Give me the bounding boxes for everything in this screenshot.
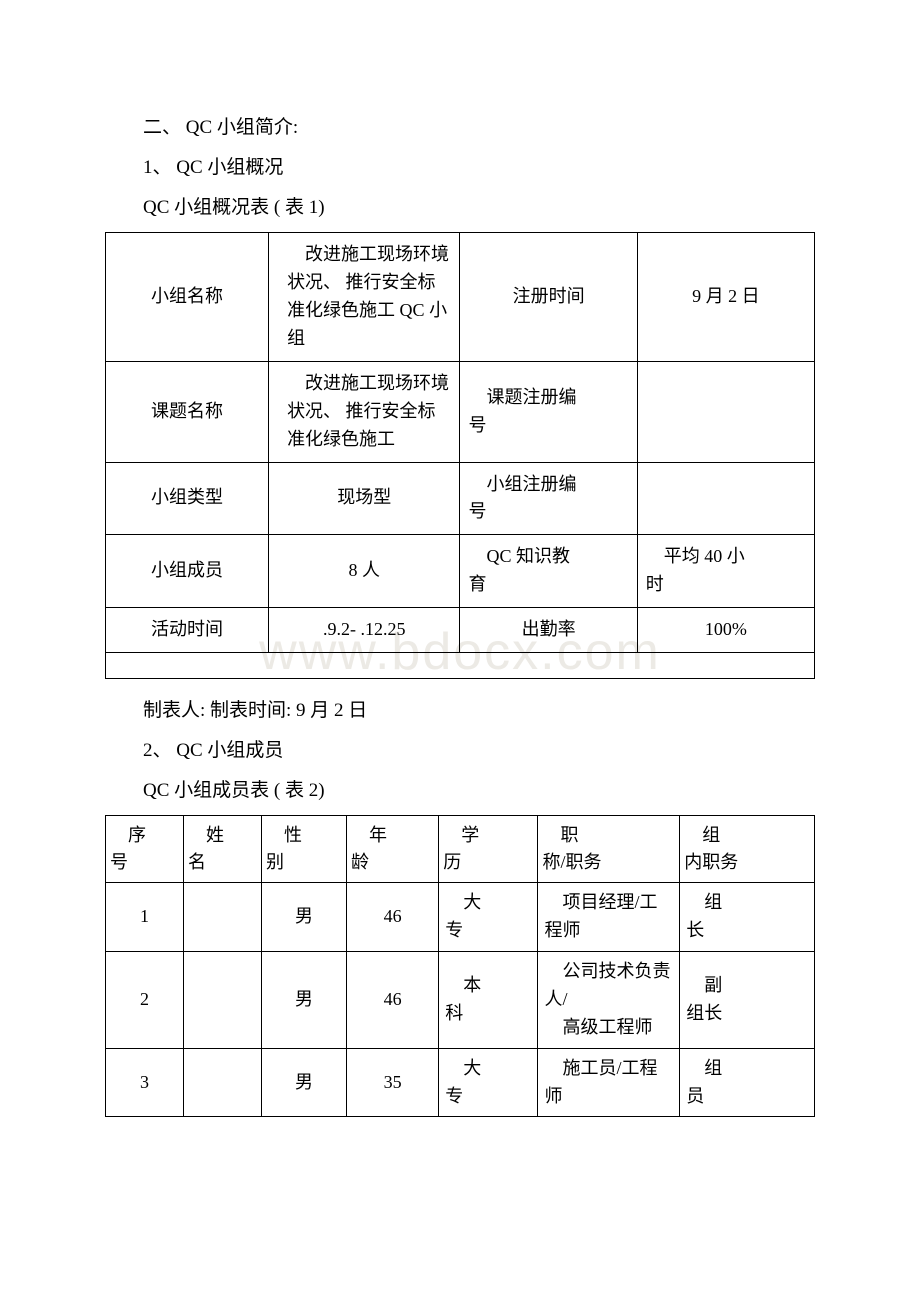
cell-seq: 1 <box>106 883 184 952</box>
cell-name <box>183 952 261 1049</box>
table1-footer: 制表人: 制表时间: 9 月 2 日 <box>105 693 815 729</box>
table2-caption: QC 小组成员表 ( 表 2) <box>105 773 815 809</box>
cell-sex: 男 <box>261 883 346 952</box>
page-content: 二、 QC 小组简介: 1、 QC 小组概况 QC 小组概况表 ( 表 1) 小… <box>105 110 815 1117</box>
table-row: 3 男 35 大专 施工员/工程师 组员 <box>106 1048 815 1117</box>
subsection-1-heading: 1、 QC 小组概况 <box>105 150 815 186</box>
table-row: 活动时间 .9.2- .12.25 出勤率 100% <box>106 608 815 653</box>
cell-title: 项目经理/工程师 <box>538 883 680 952</box>
cell-attendance-label: 出勤率 <box>460 608 637 653</box>
table-row: 小组成员 8 人 QC 知识教育 平均 40 小时 <box>106 535 815 608</box>
cell-name <box>183 1048 261 1117</box>
cell-qc-edu-value: 平均 40 小时 <box>637 535 814 608</box>
cell-qc-edu-label: QC 知识教育 <box>460 535 637 608</box>
cell-topic-regno-value <box>637 361 814 462</box>
col-age: 年龄 <box>347 816 439 883</box>
cell-topic-name-value: 改进施工现场环境状况、 推行安全标准化绿色施工 <box>269 361 460 462</box>
section-2-heading: 二、 QC 小组简介: <box>105 110 815 146</box>
col-seq: 序号 <box>106 816 184 883</box>
cell-sex: 男 <box>261 952 346 1049</box>
cell-name <box>183 883 261 952</box>
cell-topic-name-label: 课题名称 <box>106 361 269 462</box>
cell-reg-time-value: 9 月 2 日 <box>637 233 814 362</box>
cell-group-type-label: 小组类型 <box>106 462 269 535</box>
cell-group-type-value: 现场型 <box>269 462 460 535</box>
table-header-row: 序号 姓名 性别 年龄 学历 职称/职务 组内职务 <box>106 816 815 883</box>
table-row: 2 男 46 本科 公司技术负责人/ 高级工程师 副组长 <box>106 952 815 1049</box>
cell-members-label: 小组成员 <box>106 535 269 608</box>
cell-edu: 大专 <box>439 883 538 952</box>
cell-title: 施工员/工程师 <box>538 1048 680 1117</box>
cell-role: 组长 <box>680 883 815 952</box>
cell-group-name-value: 改进施工现场环境状况、 推行安全标准化绿色施工 QC 小组 <box>269 233 460 362</box>
table-row-empty <box>106 652 815 678</box>
col-title: 职称/职务 <box>538 816 680 883</box>
cell-members-value: 8 人 <box>269 535 460 608</box>
table1-caption: QC 小组概况表 ( 表 1) <box>105 190 815 226</box>
cell-attendance-value: 100% <box>637 608 814 653</box>
subsection-2-heading: 2、 QC 小组成员 <box>105 733 815 769</box>
col-edu: 学历 <box>439 816 538 883</box>
cell-empty <box>106 652 815 678</box>
cell-sex: 男 <box>261 1048 346 1117</box>
cell-age: 46 <box>347 883 439 952</box>
cell-group-name-label: 小组名称 <box>106 233 269 362</box>
cell-activity-time-value: .9.2- .12.25 <box>269 608 460 653</box>
cell-role: 副组长 <box>680 952 815 1049</box>
col-role: 组内职务 <box>680 816 815 883</box>
cell-seq: 2 <box>106 952 184 1049</box>
cell-group-regno-value <box>637 462 814 535</box>
cell-edu: 本科 <box>439 952 538 1049</box>
cell-group-regno-label: 小组注册编号 <box>460 462 637 535</box>
qc-members-table: 序号 姓名 性别 年龄 学历 职称/职务 组内职务 1 男 46 大专 项目经理… <box>105 815 815 1117</box>
cell-seq: 3 <box>106 1048 184 1117</box>
cell-title: 公司技术负责人/ 高级工程师 <box>538 952 680 1049</box>
table-row: 1 男 46 大专 项目经理/工程师 组长 <box>106 883 815 952</box>
cell-reg-time-label: 注册时间 <box>460 233 637 362</box>
table-row: 小组名称 改进施工现场环境状况、 推行安全标准化绿色施工 QC 小组 注册时间 … <box>106 233 815 362</box>
cell-age: 35 <box>347 1048 439 1117</box>
cell-activity-time-label: 活动时间 <box>106 608 269 653</box>
cell-edu: 大专 <box>439 1048 538 1117</box>
cell-age: 46 <box>347 952 439 1049</box>
cell-role: 组员 <box>680 1048 815 1117</box>
col-sex: 性别 <box>261 816 346 883</box>
table-row: 课题名称 改进施工现场环境状况、 推行安全标准化绿色施工 课题注册编号 <box>106 361 815 462</box>
table-row: 小组类型 现场型 小组注册编号 <box>106 462 815 535</box>
col-name: 姓名 <box>183 816 261 883</box>
qc-overview-table: 小组名称 改进施工现场环境状况、 推行安全标准化绿色施工 QC 小组 注册时间 … <box>105 232 815 679</box>
cell-topic-regno-label: 课题注册编号 <box>460 361 637 462</box>
